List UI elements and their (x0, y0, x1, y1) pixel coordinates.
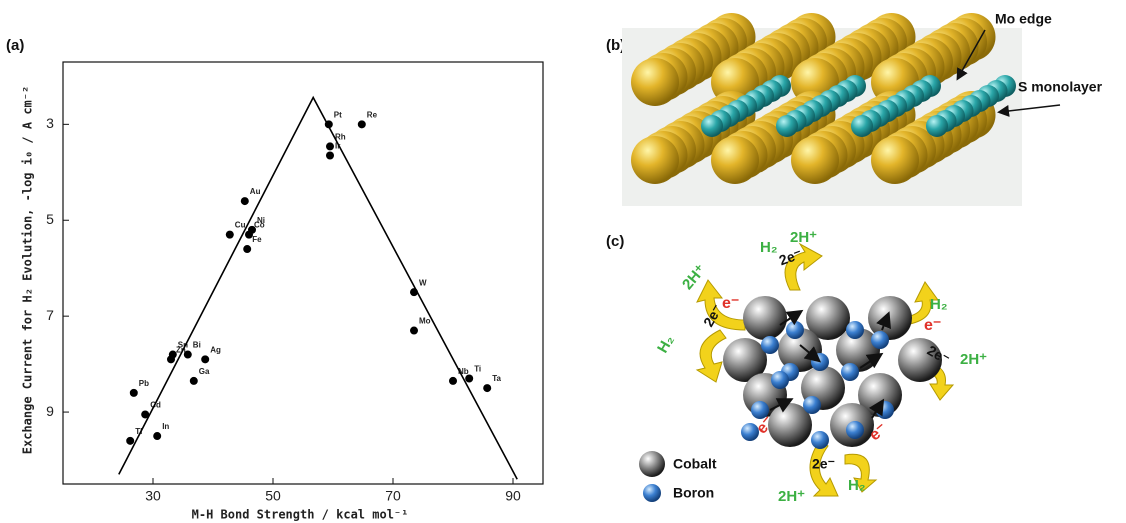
h2-label: H₂ (760, 239, 778, 256)
mo-atom (851, 115, 873, 137)
point-label: Fe (252, 235, 262, 244)
annotation: S monolayer (1018, 79, 1103, 95)
x-tick-label: 90 (505, 488, 521, 504)
point-label: Cu (235, 221, 246, 230)
data-point (410, 327, 418, 335)
data-point (184, 351, 192, 359)
point-label: Bi (193, 341, 201, 350)
boron-atom (811, 431, 829, 449)
figure: (a) M-H Bond Strength / kcal mol⁻¹ Excha… (0, 0, 1126, 523)
boron-atom (876, 401, 894, 419)
data-point (449, 377, 457, 385)
data-point (190, 377, 198, 385)
electron-pair-label: 2e⁻ (812, 456, 835, 472)
h2-label: H₂ (930, 296, 948, 313)
legend-marker (639, 451, 665, 477)
legend-marker (643, 484, 661, 502)
point-label: Au (250, 187, 261, 196)
point-label: Ag (210, 345, 221, 354)
sulfur-atom (871, 136, 919, 184)
panel-label: (c) (606, 233, 624, 250)
data-point (241, 197, 249, 205)
proton-label: 2H⁺ (960, 351, 987, 368)
panel-label: (a) (6, 37, 24, 54)
point-label: Ti (474, 365, 481, 374)
x-axis-label: M-H Bond Strength / kcal mol⁻¹ (192, 508, 409, 522)
data-point (201, 355, 209, 363)
mo-atom (701, 115, 723, 137)
boron-atom (761, 336, 779, 354)
sulfur-atom (631, 136, 679, 184)
point-label: W (419, 278, 427, 287)
proton-label: 2H⁺ (778, 488, 805, 505)
data-point (130, 389, 138, 397)
data-point (226, 231, 234, 239)
point-label: In (162, 422, 169, 431)
electron-label: e⁻ (924, 317, 941, 334)
x-tick-label: 70 (385, 488, 401, 504)
boron-atom (786, 321, 804, 339)
boron-atom (841, 363, 859, 381)
data-point (358, 120, 366, 128)
y-tick-label: 3 (46, 115, 54, 131)
trend-line (119, 97, 517, 479)
y-axis-label: Exchange Current for H₂ Evolution, -log … (21, 86, 35, 454)
point-label: Pt (334, 110, 342, 119)
data-point (326, 152, 334, 160)
h2-label: H₂ (848, 477, 866, 494)
boron-atom (846, 321, 864, 339)
sulfur-atom (791, 136, 839, 184)
data-point (243, 245, 251, 253)
point-label: Mo (419, 317, 431, 326)
legend-label: Cobalt (673, 456, 717, 472)
y-tick-label: 5 (46, 211, 54, 227)
boron-atom (846, 421, 864, 439)
data-point (167, 355, 175, 363)
data-point (153, 432, 161, 440)
x-tick-label: 30 (145, 488, 161, 504)
point-label: Co (254, 221, 265, 230)
sulfur-atom (711, 136, 759, 184)
x-tick-label: 50 (265, 488, 281, 504)
plot-frame (63, 62, 543, 484)
annotation: Mo edge (995, 11, 1052, 27)
boron-atom (871, 331, 889, 349)
y-tick-label: 7 (46, 307, 54, 323)
data-point (126, 437, 134, 445)
point-label: Re (367, 110, 378, 119)
proton-label: 2H⁺ (790, 229, 817, 246)
sulfur-atom (631, 58, 679, 106)
boron-atom (771, 371, 789, 389)
cobalt-atom (743, 296, 787, 340)
boron-atom (803, 396, 821, 414)
point-label: Ga (199, 367, 210, 376)
data-point (326, 142, 334, 150)
legend-label: Boron (673, 485, 714, 501)
point-label: Pb (139, 379, 149, 388)
y-tick-label: 9 (46, 403, 54, 419)
point-label: Ta (492, 374, 501, 383)
mo-atom (776, 115, 798, 137)
h2-label: H₂ (654, 332, 677, 356)
data-point (483, 384, 491, 392)
mo-atom (926, 115, 948, 137)
